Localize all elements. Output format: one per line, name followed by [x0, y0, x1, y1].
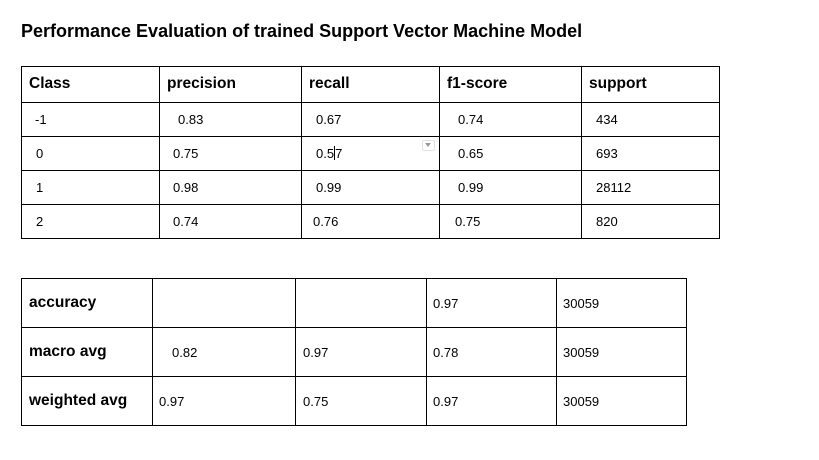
page-title: Performance Evaluation of trained Suppor…: [21, 21, 583, 41]
table-row: -1 0.83 0.67 0.74 434: [21, 102, 720, 137]
cell-precision[interactable]: 0.82: [152, 327, 296, 377]
header-precision[interactable]: precision: [159, 66, 302, 103]
cell-precision[interactable]: 0.75: [159, 136, 302, 171]
cell-recall-active[interactable]: 0.57: [301, 136, 440, 171]
cell-support[interactable]: 30059: [556, 376, 687, 426]
cell-precision[interactable]: 0.74: [159, 204, 302, 239]
cell-class[interactable]: 1: [21, 170, 160, 205]
cell-class[interactable]: 0: [21, 136, 160, 171]
cell-text: 7: [335, 146, 343, 161]
cell-text: 0.5: [316, 146, 335, 161]
cell-support[interactable]: 30059: [556, 327, 687, 377]
class-metrics-table: Class precision recall f1-score support …: [21, 66, 720, 239]
cell-recall[interactable]: 0.97: [295, 327, 427, 377]
table-row: macro avg 0.82 0.97 0.78 30059: [21, 327, 687, 377]
cell-support[interactable]: 30059: [556, 278, 687, 328]
cell-class[interactable]: -1: [21, 102, 160, 137]
cell-f1-score[interactable]: 0.75: [439, 204, 582, 239]
table-row: weighted avg 0.97 0.75 0.97 30059: [21, 376, 687, 426]
cell-f1-score[interactable]: 0.99: [439, 170, 582, 205]
cell-support[interactable]: 820: [581, 204, 720, 239]
table-row: 2 0.74 0.76 0.75 820: [21, 204, 720, 239]
cell-f1-score[interactable]: 0.65: [439, 136, 582, 171]
row-label-weighted-avg[interactable]: weighted avg: [21, 376, 153, 426]
table-row: 0 0.75 0.57 0.65 693: [21, 136, 720, 171]
cell-class[interactable]: 2: [21, 204, 160, 239]
cell-recall[interactable]: 0.99: [301, 170, 440, 205]
cell-recall[interactable]: 0.67: [301, 102, 440, 137]
summary-metrics-table: accuracy 0.97 30059 macro avg 0.82 0.97 …: [21, 278, 687, 426]
chevron-down-icon[interactable]: [422, 140, 435, 151]
cell-precision[interactable]: [152, 278, 296, 328]
cell-precision[interactable]: 0.83: [159, 102, 302, 137]
row-label-macro-avg[interactable]: macro avg: [21, 327, 153, 377]
header-class[interactable]: Class: [21, 66, 160, 103]
cell-f1-score[interactable]: 0.78: [426, 327, 557, 377]
cell-support[interactable]: 28112: [581, 170, 720, 205]
cell-support[interactable]: 434: [581, 102, 720, 137]
table-header-row: Class precision recall f1-score support: [21, 66, 720, 103]
text-cursor-icon: [334, 146, 336, 160]
row-label-accuracy[interactable]: accuracy: [21, 278, 153, 328]
cell-f1-score[interactable]: 0.97: [426, 376, 557, 426]
header-support[interactable]: support: [581, 66, 720, 103]
cell-precision[interactable]: 0.98: [159, 170, 302, 205]
cell-precision[interactable]: 0.97: [152, 376, 296, 426]
header-recall[interactable]: recall: [301, 66, 440, 103]
cell-f1-score[interactable]: 0.97: [426, 278, 557, 328]
cell-recall[interactable]: [295, 278, 427, 328]
table-row: 1 0.98 0.99 0.99 28112: [21, 170, 720, 205]
cell-f1-score[interactable]: 0.74: [439, 102, 582, 137]
cell-recall[interactable]: 0.76: [301, 204, 440, 239]
cell-recall[interactable]: 0.75: [295, 376, 427, 426]
cell-support[interactable]: 693: [581, 136, 720, 171]
table-row: accuracy 0.97 30059: [21, 278, 687, 328]
header-f1-score[interactable]: f1-score: [439, 66, 582, 103]
